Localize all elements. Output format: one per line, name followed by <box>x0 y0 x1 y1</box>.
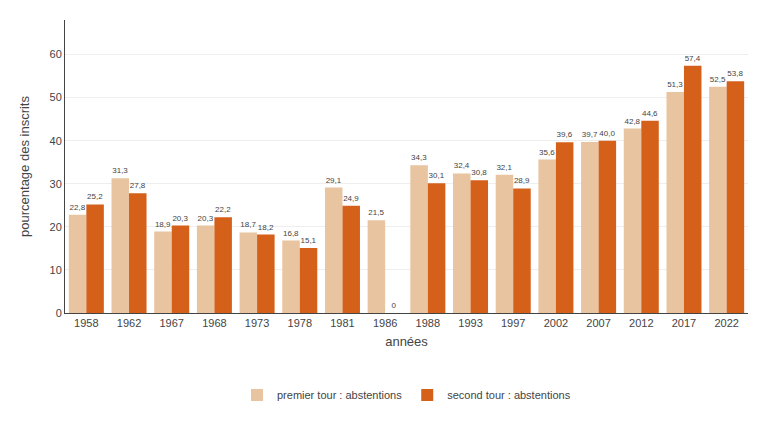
svg-text:24,9: 24,9 <box>343 194 359 203</box>
svg-text:2007: 2007 <box>586 317 610 329</box>
svg-text:51,3: 51,3 <box>667 80 683 89</box>
svg-text:60: 60 <box>50 48 62 60</box>
svg-text:16,8: 16,8 <box>283 229 299 238</box>
svg-text:pourcentage des inscrits: pourcentage des inscrits <box>17 96 32 237</box>
svg-text:22,8: 22,8 <box>70 203 86 212</box>
svg-text:1962: 1962 <box>117 317 141 329</box>
svg-text:1958: 1958 <box>74 317 98 329</box>
svg-text:44,6: 44,6 <box>642 109 658 118</box>
svg-text:30: 30 <box>50 178 62 190</box>
svg-text:30,1: 30,1 <box>429 171 445 180</box>
svg-text:18,2: 18,2 <box>258 223 274 232</box>
svg-text:28,9: 28,9 <box>514 176 530 185</box>
svg-text:40: 40 <box>50 135 62 147</box>
svg-text:31,3: 31,3 <box>112 166 128 175</box>
svg-text:1978: 1978 <box>288 317 312 329</box>
svg-text:20,3: 20,3 <box>198 214 214 223</box>
svg-text:2022: 2022 <box>714 317 738 329</box>
svg-text:20: 20 <box>50 221 62 233</box>
svg-text:18,7: 18,7 <box>240 220 256 229</box>
svg-text:18,9: 18,9 <box>155 220 171 229</box>
svg-text:50: 50 <box>50 91 62 103</box>
svg-text:22,2: 22,2 <box>215 205 231 214</box>
svg-text:53,8: 53,8 <box>727 69 743 78</box>
svg-text:40,0: 40,0 <box>599 129 615 138</box>
svg-text:1993: 1993 <box>458 317 482 329</box>
svg-text:1973: 1973 <box>245 317 269 329</box>
svg-text:1997: 1997 <box>501 317 525 329</box>
svg-text:29,1: 29,1 <box>326 176 342 185</box>
svg-text:57,4: 57,4 <box>685 54 701 63</box>
svg-text:2002: 2002 <box>544 317 568 329</box>
svg-text:1967: 1967 <box>159 317 183 329</box>
svg-text:années: années <box>385 334 428 349</box>
svg-text:0: 0 <box>56 307 62 319</box>
svg-text:27,8: 27,8 <box>130 181 146 190</box>
svg-text:35,6: 35,6 <box>539 148 555 157</box>
svg-text:10: 10 <box>50 264 62 276</box>
svg-text:premier tour : abstentions: premier tour : abstentions <box>277 389 402 401</box>
svg-text:1968: 1968 <box>202 317 226 329</box>
svg-text:25,2: 25,2 <box>87 192 103 201</box>
svg-text:0: 0 <box>391 301 396 310</box>
svg-text:15,1: 15,1 <box>300 236 316 245</box>
svg-text:21,5: 21,5 <box>368 208 384 217</box>
svg-text:34,3: 34,3 <box>411 153 427 162</box>
svg-text:39,6: 39,6 <box>557 130 573 139</box>
svg-text:20,3: 20,3 <box>172 214 188 223</box>
svg-text:42,8: 42,8 <box>624 117 640 126</box>
svg-text:1988: 1988 <box>416 317 440 329</box>
svg-text:second tour : abstentions: second tour : abstentions <box>447 389 570 401</box>
svg-text:2012: 2012 <box>629 317 653 329</box>
svg-text:32,1: 32,1 <box>496 163 512 172</box>
svg-text:2017: 2017 <box>672 317 696 329</box>
svg-text:30,8: 30,8 <box>471 168 487 177</box>
svg-text:1986: 1986 <box>373 317 397 329</box>
svg-text:1981: 1981 <box>330 317 354 329</box>
svg-text:39,7: 39,7 <box>582 130 598 139</box>
svg-text:52,5: 52,5 <box>710 75 726 84</box>
svg-text:32,4: 32,4 <box>454 161 470 170</box>
